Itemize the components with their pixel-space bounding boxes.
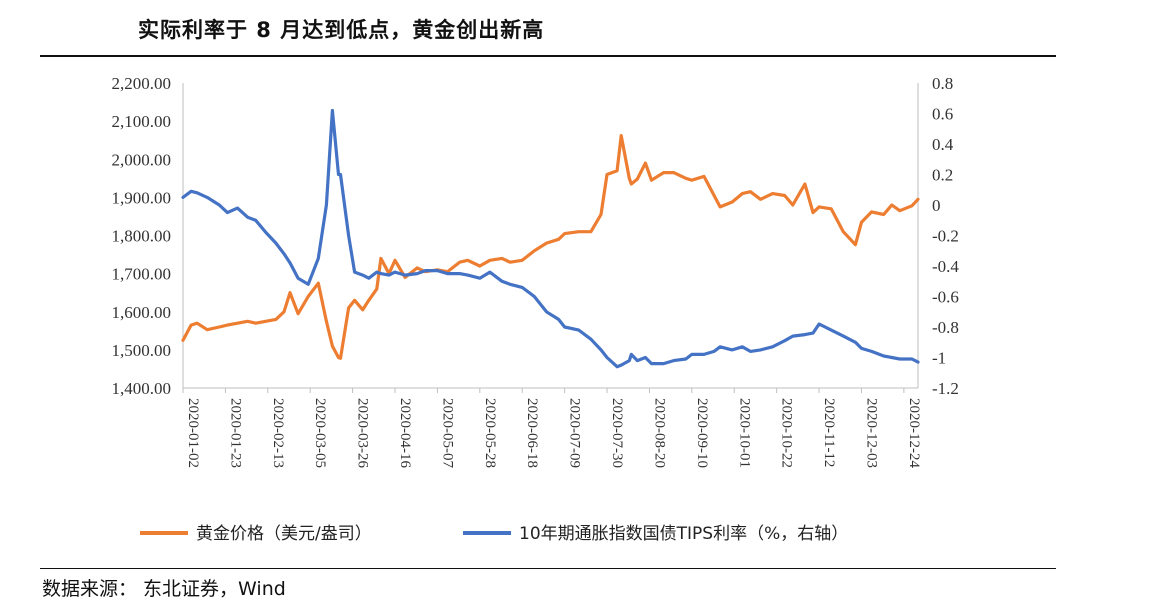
tips-yield-line: [181, 108, 920, 369]
x-axis: 2020-01-02 2020-01-23 2020-02-13 2020-03-05…: [182, 387, 922, 468]
x-tick-label: 2020-02-13: [270, 398, 286, 468]
legend-label-tips: 10年期通胀指数国债TIPS利率（%，右轴）: [519, 524, 848, 544]
right-y-tick-label: -0.8: [932, 318, 959, 337]
x-tick-label: 2020-06-18: [524, 398, 540, 468]
x-tick-label: 2020-01-02: [185, 398, 201, 468]
left-y-tick-label: 1,900.00: [112, 188, 172, 207]
x-tick-label: 2020-11-12: [821, 398, 837, 467]
x-tick-label: 2020-08-20: [651, 398, 667, 468]
x-tick-label: 2020-07-09: [567, 398, 583, 468]
right-y-tick-label: 0: [932, 196, 941, 215]
right-y-tick-label: -1.2: [932, 379, 959, 398]
left-y-axis: 1,400.00 1,500.00 1,600.00 1,700.00 1,800.00…: [112, 74, 184, 398]
x-tick-label: 2020-12-03: [863, 398, 879, 468]
chart-title: 实际利率于 8 月达到低点，黄金创出新高: [138, 18, 545, 42]
left-y-tick-label: 1,700.00: [112, 265, 172, 284]
x-tick-label: 2020-04-16: [397, 398, 413, 468]
right-y-tick-label: 0.6: [932, 105, 953, 124]
legend: 黄金价格（美元/盎司） 10年期通胀指数国债TIPS利率（%，右轴）: [140, 524, 848, 544]
x-tick-label: 2020-12-24: [906, 398, 922, 468]
series-layer: [181, 108, 920, 369]
right-y-tick-label: -1: [932, 349, 946, 368]
left-y-tick-label: 1,800.00: [112, 227, 172, 246]
x-tick-label: 2020-01-23: [227, 398, 243, 468]
right-y-tick-label: -0.2: [932, 227, 959, 246]
legend-label-gold: 黄金价格（美元/盎司）: [196, 524, 372, 544]
x-tick-label: 2020-03-05: [312, 398, 328, 468]
right-y-axis: -1.2 -1 -0.8 -0.6 -0.4 -0.2 0 0.2 0.4 0.6 0.8: [917, 74, 959, 398]
x-tick-label: 2020-10-22: [779, 398, 795, 468]
left-y-tick-label: 2,200.00: [112, 74, 172, 93]
right-y-tick-label: -0.6: [932, 288, 959, 307]
x-tick-label: 2020-05-28: [482, 398, 498, 468]
bottom-divider: [40, 568, 1056, 569]
top-divider: [40, 55, 1056, 57]
x-tick-label: 2020-09-10: [694, 398, 710, 468]
x-tick-label: 2020-10-01: [736, 398, 752, 468]
left-y-tick-label: 1,600.00: [112, 303, 172, 322]
left-y-tick-label: 2,000.00: [112, 150, 172, 169]
x-tick-label: 2020-07-30: [609, 398, 625, 468]
right-y-tick-label: 0.8: [932, 74, 953, 93]
right-y-tick-label: 0.4: [932, 135, 954, 154]
x-tick-label: 2020-03-26: [355, 398, 371, 468]
right-y-tick-label: -0.4: [932, 257, 959, 276]
left-y-tick-label: 1,400.00: [112, 379, 172, 398]
x-tick-label: 2020-05-07: [439, 398, 455, 468]
left-y-tick-label: 1,500.00: [112, 341, 172, 360]
gold-price-line: [181, 134, 920, 360]
right-y-tick-label: 0.2: [932, 166, 953, 185]
left-y-tick-label: 2,100.00: [112, 112, 172, 131]
source-note: 数据来源： 东北证券，Wind: [42, 578, 286, 600]
